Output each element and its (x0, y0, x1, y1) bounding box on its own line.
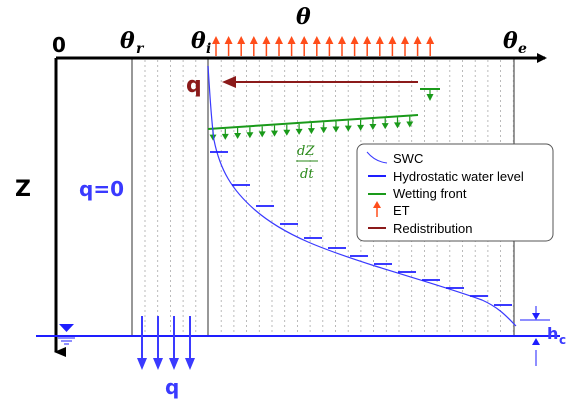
et-arrow (401, 36, 409, 56)
et-arrow (426, 36, 435, 56)
et-arrows (212, 36, 435, 56)
theta-e-subscript: e (518, 41, 527, 57)
hc-indicator (520, 306, 550, 366)
wetting-front-line (207, 114, 419, 130)
et-arrow (388, 36, 397, 56)
wetting-front-arrow (406, 116, 414, 128)
et-arrow (325, 36, 334, 56)
et-arrow (350, 36, 359, 56)
wetting-front-arrow (271, 125, 278, 137)
et-arrow (275, 36, 283, 56)
wetting-front-arrow (357, 119, 365, 131)
wetting-front-arrow (394, 117, 401, 129)
wetting-front-arrow (295, 123, 303, 135)
wetting-front-arrow (381, 118, 389, 130)
q-top-label: q (186, 73, 202, 98)
et-arrow (287, 36, 296, 56)
theta-e-label: θ (503, 28, 518, 54)
q-bottom-label: q (165, 375, 179, 399)
wetting-front-arrow (344, 120, 352, 132)
wetting-front-arrow (283, 124, 291, 136)
et-arrow (312, 36, 321, 56)
flux-arrow (185, 316, 195, 370)
legend-item-wetting: Wetting front (393, 186, 467, 201)
et-arrow (375, 36, 384, 56)
et-arrow (413, 36, 422, 56)
origin-label: 0 (52, 33, 66, 57)
flux-arrow (137, 316, 147, 370)
theta-r-subscript: r (136, 41, 145, 57)
et-arrow (262, 36, 271, 56)
legend-item-swc: SWC (393, 151, 423, 166)
et-arrow (212, 36, 220, 56)
wetting-front-arrow (332, 121, 340, 133)
hc-label: h (547, 324, 558, 343)
et-arrow (237, 36, 246, 56)
dz-numerator: dZ (297, 144, 315, 159)
wetting-front-arrow (369, 119, 377, 131)
wetting-front-arrow (246, 127, 254, 139)
et-legend-icon (373, 201, 381, 217)
theta-i-subscript: i (206, 41, 211, 57)
redistribution-arrow (222, 76, 418, 88)
bottom-flux-arrows (137, 316, 195, 370)
dz-denominator: dt (300, 167, 314, 182)
theta-grid-lines (144, 60, 514, 336)
q-zero-label: q=0 (79, 177, 124, 201)
wetting-front (207, 88, 440, 141)
hc-subscript: c (559, 333, 566, 347)
swc-legend-icon (366, 151, 388, 164)
swc-curve (207, 65, 517, 327)
legend-item-et: ET (393, 203, 410, 218)
theta-axis-label: θ (296, 4, 311, 30)
flux-arrow (153, 316, 163, 370)
z-axis-label: Z (15, 177, 31, 202)
wetting-front-arrow (320, 122, 328, 134)
wetting-front-arrow (234, 128, 242, 140)
theta-r-label: θ (120, 28, 135, 54)
legend: SWC Hydrostatic water level Wetting fron… (356, 143, 554, 242)
flux-arrow (169, 316, 179, 370)
theta-i-label: θ (191, 28, 206, 54)
et-arrow (249, 36, 258, 56)
et-arrow (224, 36, 233, 56)
wetting-front-arrow (258, 126, 266, 138)
et-arrow (338, 36, 346, 56)
wetting-front-arrow (307, 123, 315, 135)
legend-item-hydrostatic: Hydrostatic water level (393, 169, 524, 184)
legend-item-redistribution: Redistribution (393, 221, 473, 236)
et-arrow (300, 36, 309, 56)
wetting-front-top-marker (420, 88, 440, 101)
hydrostatic-steps (210, 151, 512, 306)
water-table-icon (58, 324, 75, 345)
et-arrow (363, 36, 372, 56)
wetting-front-arrow (221, 128, 229, 140)
